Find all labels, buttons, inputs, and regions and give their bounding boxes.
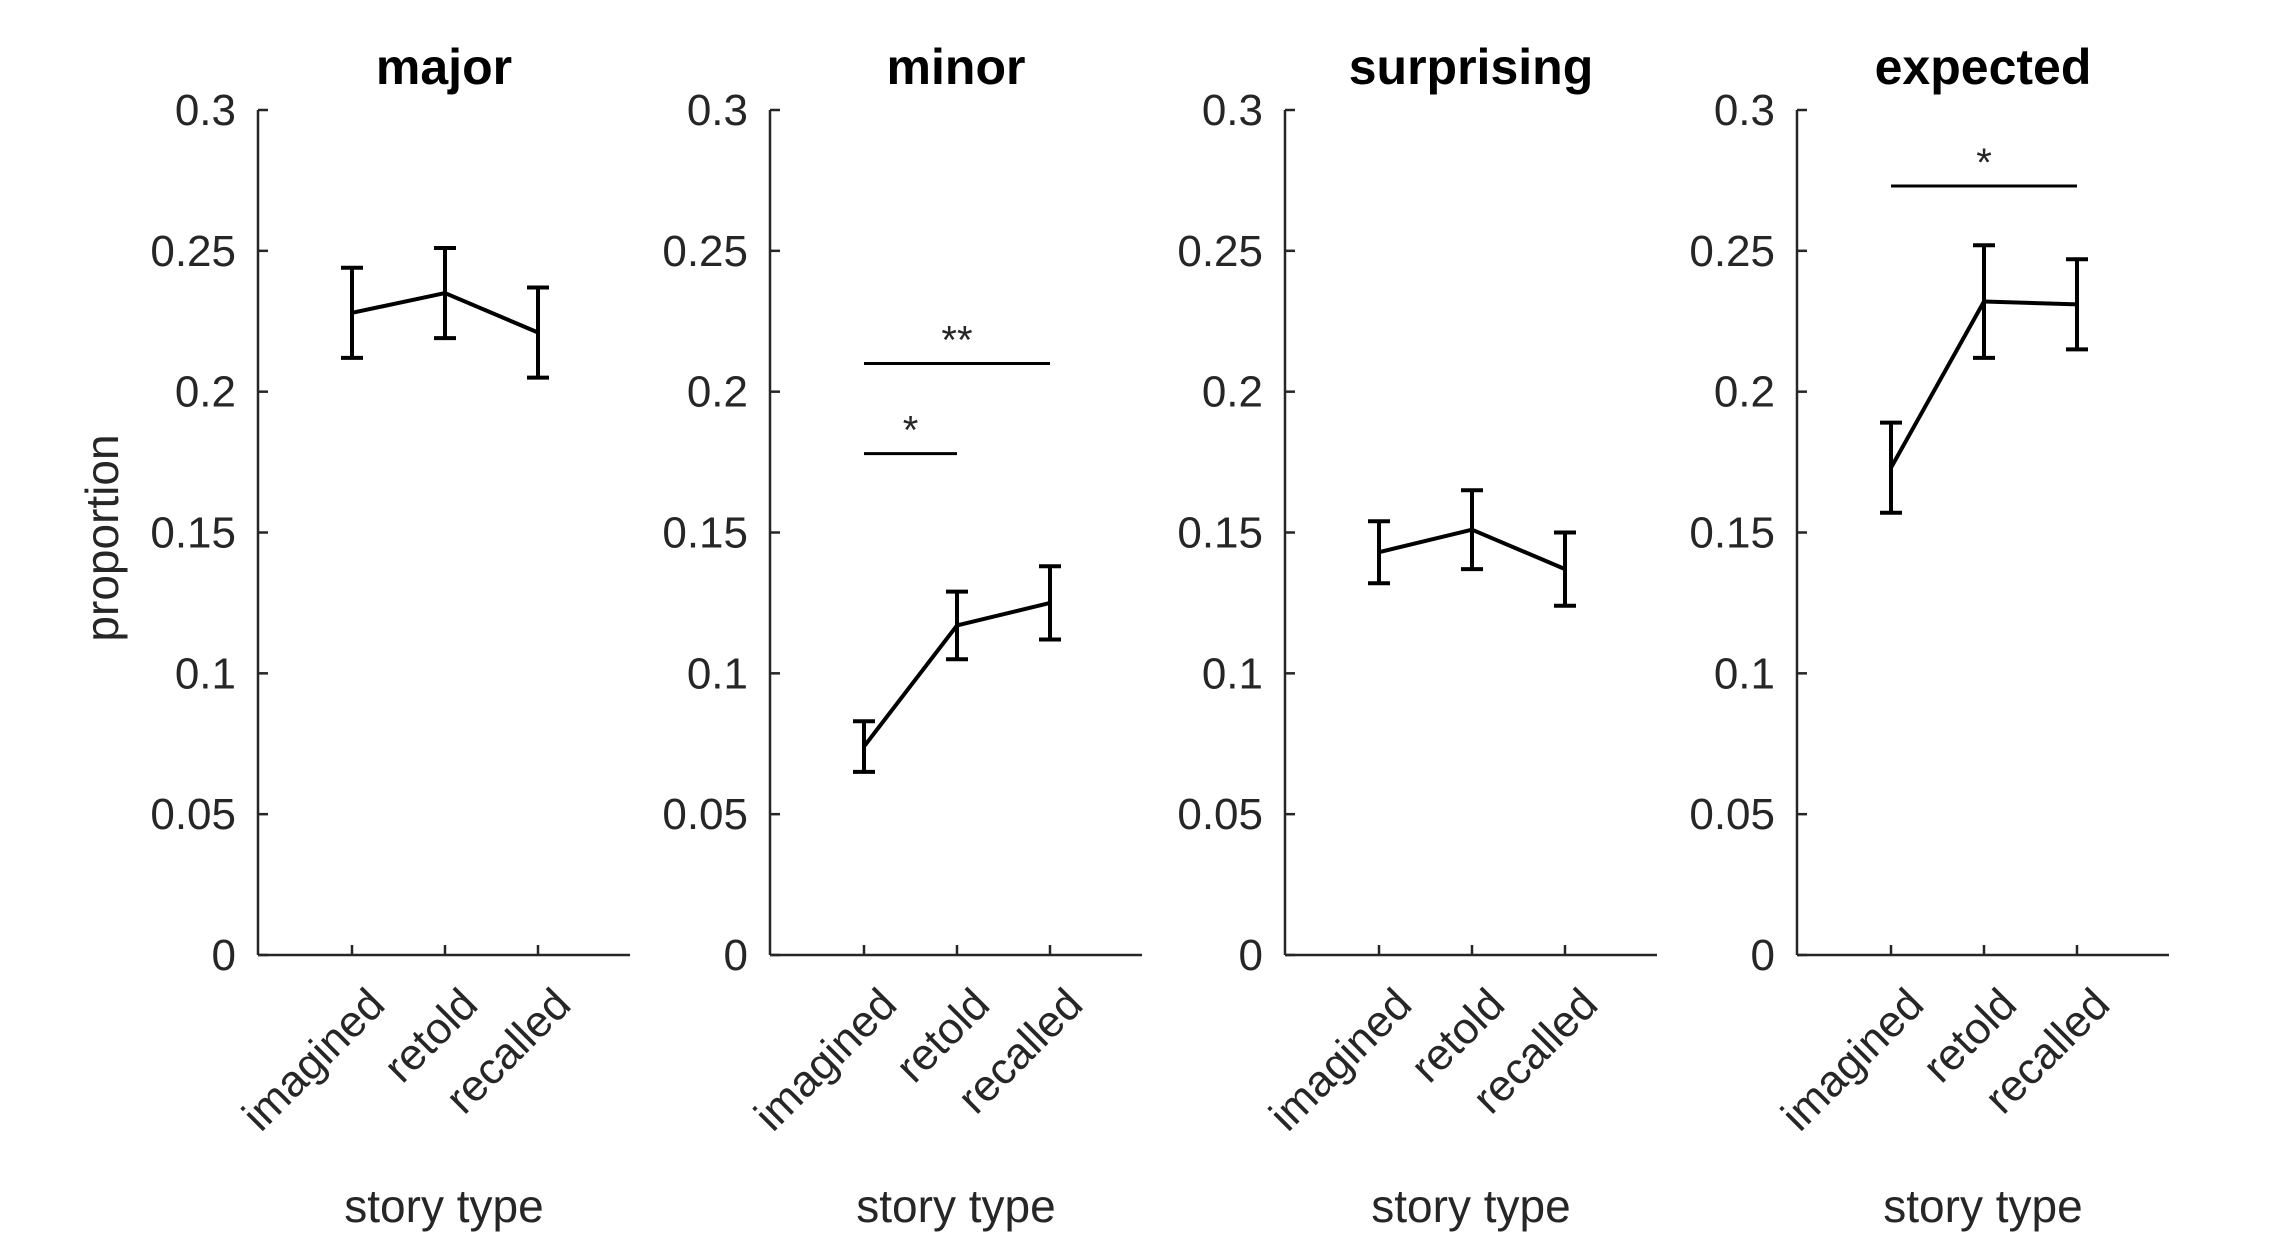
x-axis-label: story type xyxy=(1371,1180,1570,1232)
x-axis-label: story type xyxy=(856,1180,1055,1232)
panel-major: 00.050.10.150.20.250.3imaginedretoldreca… xyxy=(150,39,630,1232)
data-point-imagined xyxy=(1889,465,1893,470)
y-tick-label: 0.15 xyxy=(1177,509,1263,558)
y-tick-label: 0.3 xyxy=(687,86,748,135)
y-tick-label: 0 xyxy=(1239,931,1263,980)
x-tick-label-imagined: imagined xyxy=(1772,979,1933,1140)
y-tick-label: 0 xyxy=(1751,931,1775,980)
y-tick-label: 0.05 xyxy=(1177,790,1263,839)
y-tick-label: 0.05 xyxy=(662,790,748,839)
panel-surprising: 00.050.10.150.20.250.3imaginedretoldreca… xyxy=(1177,39,1657,1232)
x-tick-label-imagined: imagined xyxy=(745,979,906,1140)
data-point-imagined xyxy=(1377,550,1381,555)
data-point-retold xyxy=(1470,527,1474,532)
data-point-recalled xyxy=(1048,600,1052,605)
panel-minor: 00.050.10.150.20.250.3imaginedretoldreca… xyxy=(662,39,1142,1232)
y-tick-label: 0.2 xyxy=(1202,368,1263,417)
data-point-recalled xyxy=(536,330,540,335)
panel-expected: 00.050.10.150.20.250.3imaginedretoldreca… xyxy=(1689,39,2169,1232)
x-axis-label: story type xyxy=(1883,1180,2082,1232)
y-tick-label: 0.1 xyxy=(1714,649,1775,698)
y-tick-label: 0.25 xyxy=(1689,227,1775,276)
y-tick-label: 0.25 xyxy=(150,227,236,276)
data-point-imagined xyxy=(862,744,866,749)
data-point-retold xyxy=(1982,299,1986,304)
significance-label: * xyxy=(903,409,919,453)
y-tick-label: 0.1 xyxy=(1202,649,1263,698)
data-point-recalled xyxy=(2075,302,2079,307)
x-tick-label-imagined: imagined xyxy=(1260,979,1421,1140)
x-axis-label: story type xyxy=(344,1180,543,1232)
significance-label: * xyxy=(1976,141,1992,185)
y-tick-label: 0.1 xyxy=(687,649,748,698)
data-point-recalled xyxy=(1563,567,1567,572)
panel-title: major xyxy=(376,39,512,95)
y-tick-label: 0.3 xyxy=(175,86,236,135)
y-tick-label: 0.15 xyxy=(662,509,748,558)
panel-title: surprising xyxy=(1349,39,1593,95)
panel-title: expected xyxy=(1875,39,2092,95)
data-point-retold xyxy=(443,291,447,296)
y-tick-label: 0.3 xyxy=(1714,86,1775,135)
data-point-retold xyxy=(955,623,959,628)
y-tick-label: 0.25 xyxy=(1177,227,1263,276)
y-tick-label: 0.2 xyxy=(175,368,236,417)
y-tick-label: 0.15 xyxy=(1689,509,1775,558)
y-tick-label: 0.2 xyxy=(1714,368,1775,417)
y-axis-label: proportion xyxy=(76,434,128,641)
y-tick-label: 0 xyxy=(724,931,748,980)
y-tick-label: 0.05 xyxy=(1689,790,1775,839)
y-tick-label: 0.2 xyxy=(687,368,748,417)
y-tick-label: 0.05 xyxy=(150,790,236,839)
y-tick-label: 0.15 xyxy=(150,509,236,558)
y-tick-label: 0.25 xyxy=(662,227,748,276)
significance-label: ** xyxy=(941,319,972,363)
data-point-imagined xyxy=(350,310,354,315)
y-tick-label: 0 xyxy=(212,931,236,980)
x-tick-label-imagined: imagined xyxy=(233,979,394,1140)
panel-title: minor xyxy=(887,39,1026,95)
y-tick-label: 0.3 xyxy=(1202,86,1263,135)
y-tick-label: 0.1 xyxy=(175,649,236,698)
